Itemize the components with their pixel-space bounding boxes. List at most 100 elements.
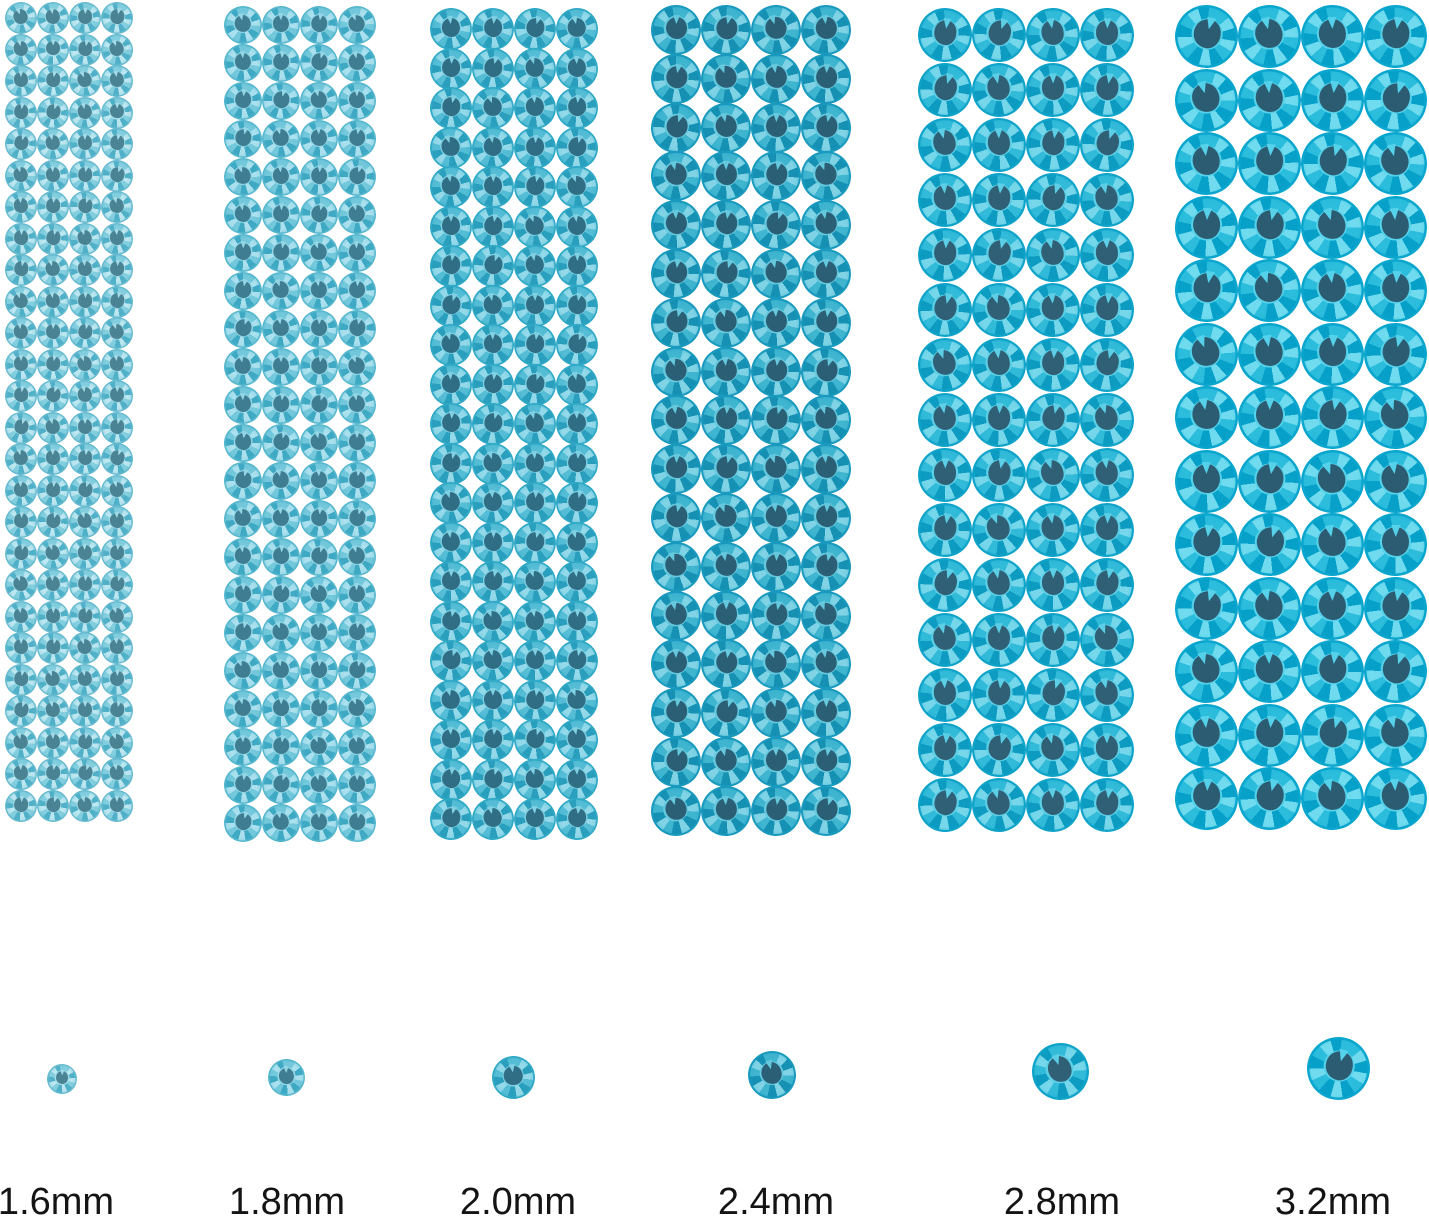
- rhinestone-gem: [428, 717, 474, 763]
- rhinestone-gem: [1231, 189, 1308, 265]
- rhinestone-gem: [510, 162, 560, 212]
- rhinestone-gem: [98, 346, 136, 383]
- rhinestone-gem: [335, 459, 379, 503]
- rhinestone-gem: [514, 640, 556, 682]
- rhinestone-gem: [98, 125, 136, 163]
- rhinestone-gem: [915, 170, 975, 230]
- rhinestone-gem: [1079, 502, 1135, 558]
- rhinestone-gem: [694, 47, 758, 111]
- rhinestone-gem: [971, 612, 1027, 668]
- rhinestone-gem: [468, 557, 518, 607]
- rhinestone-gem: [96, 155, 138, 196]
- rhinestone-gem: [745, 389, 807, 452]
- rhinestone-gem: [553, 440, 601, 487]
- rhinestone-gem: [222, 80, 264, 122]
- rhinestone-gem: [425, 793, 477, 845]
- rhinestone-gem: [221, 763, 265, 807]
- rhinestone-gem: [749, 296, 803, 350]
- rhinestone-gem: [259, 41, 303, 85]
- rhinestone-gem: [298, 498, 340, 540]
- rhinestone-gem: [469, 123, 517, 172]
- rhinestone-gem: [697, 538, 755, 596]
- rhinestone-gem: [1, 439, 41, 479]
- rhinestone-gem: [266, 1057, 306, 1097]
- rhinestone-gem: [1356, 60, 1429, 140]
- rhinestone-gem: [296, 344, 342, 390]
- rhinestone-gem: [334, 382, 380, 428]
- rhinestone-gem: [101, 96, 133, 129]
- rhinestone-gem: [969, 170, 1029, 230]
- rhinestone-gem: [99, 221, 135, 256]
- rhinestone-gem: [910, 550, 980, 620]
- rhinestone-gem: [32, 92, 74, 133]
- rhinestone-gem: [218, 646, 268, 696]
- rhinestone-gem: [98, 471, 136, 510]
- rhinestone-gem: [332, 0, 382, 50]
- rhinestone-gem: [1169, 253, 1244, 328]
- rhinestone-gem: [797, 635, 855, 693]
- rhinestone-gem: [99, 535, 135, 572]
- rhinestone-gem: [510, 676, 560, 725]
- rhinestone-gem: [471, 678, 515, 723]
- rhinestone-gem: [332, 342, 382, 392]
- rhinestone-gem: [1169, 380, 1244, 455]
- rhinestone-gem: [1022, 499, 1084, 561]
- rhinestone-gem: [745, 438, 807, 501]
- rhinestone-gem: [1357, 125, 1429, 202]
- rhinestone-gem: [261, 347, 301, 387]
- rhinestone-gem: [748, 782, 804, 839]
- size-label: 2.4mm: [717, 1181, 835, 1217]
- rhinestone-gem: [1026, 558, 1080, 612]
- rhinestone-gem: [36, 442, 70, 476]
- rhinestone-gem: [511, 84, 559, 132]
- rhinestone-gem: [34, 692, 72, 730]
- rhinestone-gem: [97, 0, 137, 38]
- rhinestone-gem: [298, 156, 340, 198]
- rhinestone-gem: [794, 340, 858, 403]
- rhinestone-gem: [695, 292, 757, 354]
- rhinestone-gem: [68, 284, 102, 319]
- rhinestone-gem: [46, 1063, 78, 1095]
- rhinestone-gem: [510, 241, 560, 291]
- rhinestone-gem: [295, 571, 343, 619]
- rhinestone-gem: [1075, 58, 1139, 122]
- rhinestone-gem: [257, 609, 305, 657]
- rhinestone-gem: [298, 118, 340, 160]
- rhinestone-gem: [1231, 570, 1308, 646]
- rhinestone-gem: [555, 599, 599, 644]
- rhinestone-gem: [67, 567, 103, 603]
- rhinestone-gem: [646, 586, 706, 645]
- rhinestone-gem: [295, 191, 343, 239]
- rhinestone-gem: [747, 50, 805, 108]
- rhinestone-gem: [97, 282, 137, 321]
- rhinestone-gem: [426, 518, 476, 567]
- rhinestone-gem: [100, 505, 134, 539]
- rhinestone-gem: [964, 0, 1034, 70]
- rhinestone-gem: [796, 536, 856, 597]
- rhinestone-gem: [100, 379, 134, 413]
- rhinestone-gem: [965, 771, 1033, 839]
- rhinestone-gem: [646, 488, 706, 548]
- rhinestone-gem: [645, 731, 707, 793]
- rhinestone-gem: [553, 558, 601, 606]
- rhinestone-gem: [470, 322, 516, 368]
- rhinestone-gem: [260, 536, 302, 578]
- rhinestone-gem: [220, 344, 266, 390]
- rhinestone-gem: [747, 147, 805, 206]
- rhinestone-gem: [1171, 700, 1242, 770]
- rhinestone-gem: [1075, 553, 1139, 617]
- rhinestone-gem: [65, 502, 105, 542]
- rhinestone-gem: [426, 597, 476, 646]
- rhinestone-gem: [223, 727, 263, 767]
- rhinestone-gem: [910, 330, 980, 400]
- rhinestone-gem: [911, 56, 979, 124]
- rhinestone-gem: [220, 610, 266, 656]
- rhinestone-gem: [643, 534, 709, 599]
- rhinestone-gem: [258, 306, 304, 352]
- rhinestone-gem: [221, 193, 265, 237]
- rhinestone-gem: [100, 788, 134, 823]
- rhinestone-gem: [1075, 663, 1139, 727]
- rhinestone-gem: [912, 607, 978, 673]
- rhinestone-gem: [914, 4, 976, 66]
- rhinestone-gem: [915, 720, 975, 780]
